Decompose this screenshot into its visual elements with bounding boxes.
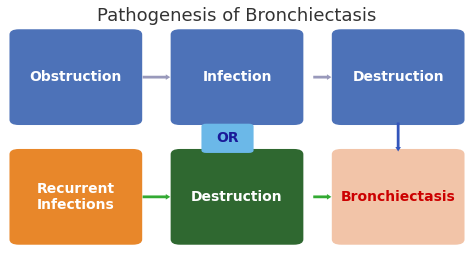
Text: Bronchiectasis: Bronchiectasis xyxy=(341,190,456,204)
FancyBboxPatch shape xyxy=(171,29,303,125)
Text: Obstruction: Obstruction xyxy=(30,70,122,84)
Text: Infection: Infection xyxy=(202,70,272,84)
FancyBboxPatch shape xyxy=(171,149,303,245)
Text: OR: OR xyxy=(216,131,239,145)
Text: Destruction: Destruction xyxy=(191,190,283,204)
FancyBboxPatch shape xyxy=(9,29,142,125)
FancyBboxPatch shape xyxy=(332,29,465,125)
FancyBboxPatch shape xyxy=(332,149,465,245)
FancyBboxPatch shape xyxy=(9,149,142,245)
Text: Pathogenesis of Bronchiectasis: Pathogenesis of Bronchiectasis xyxy=(97,7,377,25)
FancyBboxPatch shape xyxy=(201,124,254,153)
Text: Destruction: Destruction xyxy=(352,70,444,84)
Text: Recurrent
Infections: Recurrent Infections xyxy=(37,182,115,212)
